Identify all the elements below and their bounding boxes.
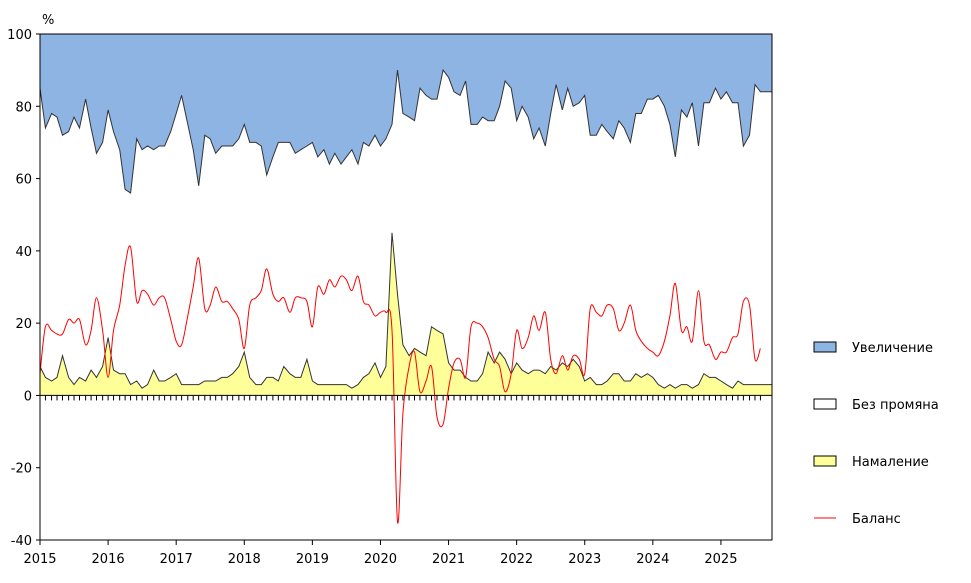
legend-label: Увеличение — [852, 341, 933, 356]
y-axis-label: % — [42, 13, 54, 28]
series-decrease-line — [39, 232, 772, 389]
y-tick-label: -20 — [11, 462, 32, 477]
legend-label: Намаление — [852, 455, 929, 470]
series-increase-area — [40, 34, 772, 193]
y-tick-label: 40 — [15, 245, 32, 260]
y-tick-label: 0 — [24, 389, 32, 404]
x-tick-label: 2021 — [432, 552, 465, 567]
series-decrease-area — [40, 232, 772, 396]
y-tick-label: 60 — [15, 173, 32, 188]
x-tick-label: 2017 — [160, 552, 193, 567]
x-tick-label: 2023 — [568, 552, 601, 567]
x-tick-label: 2019 — [296, 552, 329, 567]
legend-label: Баланс — [852, 512, 901, 527]
x-tick-label: 2016 — [92, 552, 125, 567]
series-balance-line — [39, 245, 761, 524]
y-tick-label: 80 — [15, 100, 32, 115]
plot-area — [39, 34, 772, 540]
legend-label: Без промяна — [852, 398, 939, 413]
series-increase-line — [39, 68, 772, 194]
y-tick-label: 20 — [15, 317, 32, 332]
x-tick-label: 2018 — [228, 552, 261, 567]
x-tick-label: 2015 — [23, 552, 56, 567]
legend-swatch — [813, 341, 837, 353]
x-tick-label: 2024 — [636, 552, 669, 567]
x-tick-label: 2022 — [500, 552, 533, 567]
legend-swatch — [813, 455, 837, 467]
x-tick-label: 2020 — [364, 552, 397, 567]
legend: Увеличение Без промяна Намаление Баланс — [813, 341, 939, 527]
plot-frame — [39, 33, 773, 541]
legend-swatch — [813, 398, 837, 410]
x-tick-label: 2025 — [704, 552, 737, 567]
axes: -40 -20 0 20 40 60 80 100 2015 2016 2017 2018 2019 20… — [7, 28, 773, 567]
y-tick-label: -40 — [11, 534, 32, 549]
y-tick-label: 100 — [7, 28, 32, 43]
